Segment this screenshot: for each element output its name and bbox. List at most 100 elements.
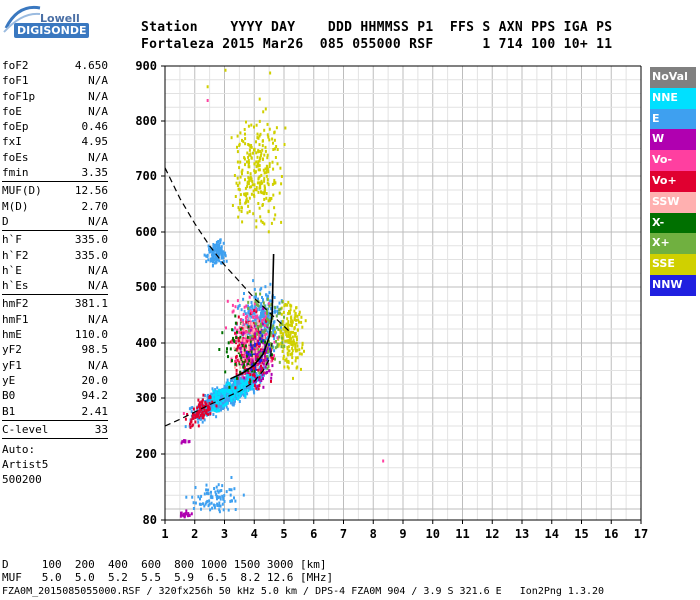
echo-point bbox=[217, 399, 220, 403]
echo-point bbox=[249, 152, 252, 156]
echo-point bbox=[234, 386, 237, 390]
echo-point bbox=[185, 495, 188, 499]
param-row: foEp 0.46 bbox=[2, 119, 108, 134]
echo-point bbox=[201, 405, 204, 409]
echo-point bbox=[294, 314, 297, 318]
echo-point bbox=[211, 264, 214, 268]
x-tick-label: 13 bbox=[515, 527, 529, 541]
echo-point bbox=[292, 376, 294, 380]
echo-point bbox=[194, 420, 197, 424]
echo-point bbox=[248, 355, 250, 359]
echo-point bbox=[220, 489, 223, 492]
echo-point bbox=[270, 376, 273, 380]
echo-point bbox=[247, 376, 250, 380]
echo-point bbox=[213, 504, 216, 508]
echo-point bbox=[271, 326, 274, 330]
param-label: hmE bbox=[2, 328, 22, 342]
param-label: B1 bbox=[2, 404, 16, 418]
echo-point bbox=[255, 367, 258, 371]
echo-point bbox=[263, 304, 266, 308]
echo-point bbox=[218, 242, 221, 246]
echo-point bbox=[257, 190, 260, 194]
echo-point bbox=[291, 346, 294, 350]
echo-point bbox=[239, 198, 241, 202]
echo-point bbox=[259, 334, 262, 338]
echo-point bbox=[287, 335, 290, 338]
echo-point bbox=[258, 319, 260, 323]
echo-point bbox=[271, 353, 273, 357]
echo-point bbox=[267, 302, 270, 306]
echo-point bbox=[231, 378, 234, 382]
echo-point bbox=[239, 346, 242, 350]
echo-point bbox=[263, 330, 266, 334]
echo-point bbox=[217, 490, 220, 494]
echo-point bbox=[251, 359, 254, 363]
echo-point bbox=[256, 366, 259, 369]
echo-point bbox=[247, 345, 250, 349]
echo-point bbox=[254, 356, 257, 360]
echo-point bbox=[253, 311, 256, 315]
echo-point bbox=[242, 318, 245, 322]
echo-point bbox=[233, 496, 235, 500]
echo-point bbox=[262, 366, 265, 370]
echo-point bbox=[259, 157, 261, 160]
echo-point bbox=[190, 418, 193, 422]
echo-point bbox=[208, 405, 211, 409]
param-row: h`F2 335.0 bbox=[2, 248, 108, 263]
echo-point bbox=[264, 311, 267, 315]
param-row: fxI 4.95 bbox=[2, 134, 108, 149]
echo-point bbox=[226, 401, 229, 405]
echo-point bbox=[215, 255, 218, 259]
echo-point bbox=[243, 292, 245, 295]
echo-point bbox=[268, 165, 271, 168]
echo-point bbox=[250, 156, 253, 160]
echo-point bbox=[282, 354, 285, 358]
echo-point bbox=[236, 392, 239, 395]
legend-item: X- bbox=[650, 212, 696, 234]
echo-point bbox=[258, 175, 261, 179]
param-row: MUF(D) 12.56 bbox=[2, 183, 108, 198]
echo-point bbox=[247, 351, 250, 355]
echo-point bbox=[197, 420, 200, 424]
echo-point bbox=[267, 230, 270, 234]
echo-point bbox=[272, 332, 275, 336]
echo-point bbox=[270, 359, 273, 363]
param-label: C-level bbox=[2, 422, 49, 436]
echo-point bbox=[223, 500, 226, 503]
echo-point bbox=[259, 378, 262, 381]
separator bbox=[2, 181, 108, 183]
echo-point bbox=[242, 336, 245, 340]
echo-point bbox=[260, 173, 263, 177]
echo-point bbox=[257, 348, 260, 352]
echo-point bbox=[265, 196, 268, 200]
echo-point bbox=[255, 186, 258, 189]
echo-point bbox=[250, 350, 253, 354]
echo-point bbox=[260, 313, 263, 317]
echo-point bbox=[263, 222, 266, 226]
echo-point bbox=[238, 362, 241, 366]
echo-point bbox=[215, 393, 218, 397]
echo-point bbox=[207, 393, 209, 397]
echo-point bbox=[243, 391, 246, 394]
echo-point bbox=[273, 340, 276, 344]
echo-point bbox=[243, 350, 246, 354]
echo-point bbox=[251, 311, 254, 315]
echo-point bbox=[190, 406, 193, 410]
echo-point bbox=[211, 397, 213, 401]
echo-point bbox=[294, 344, 297, 348]
echo-point bbox=[216, 402, 218, 405]
auto-version: 500200 bbox=[2, 473, 42, 487]
echo-point bbox=[247, 311, 250, 315]
auto-label: Auto: bbox=[2, 443, 36, 457]
echo-point bbox=[266, 347, 269, 351]
echo-point bbox=[236, 160, 239, 164]
echo-point bbox=[246, 192, 249, 196]
trace-curve bbox=[164, 342, 273, 427]
echo-point bbox=[267, 183, 270, 187]
echo-point bbox=[231, 303, 234, 307]
echo-point bbox=[235, 181, 238, 185]
echo-point bbox=[240, 384, 243, 388]
echo-point bbox=[204, 502, 207, 506]
echo-point bbox=[238, 379, 241, 382]
echo-point bbox=[287, 345, 290, 349]
